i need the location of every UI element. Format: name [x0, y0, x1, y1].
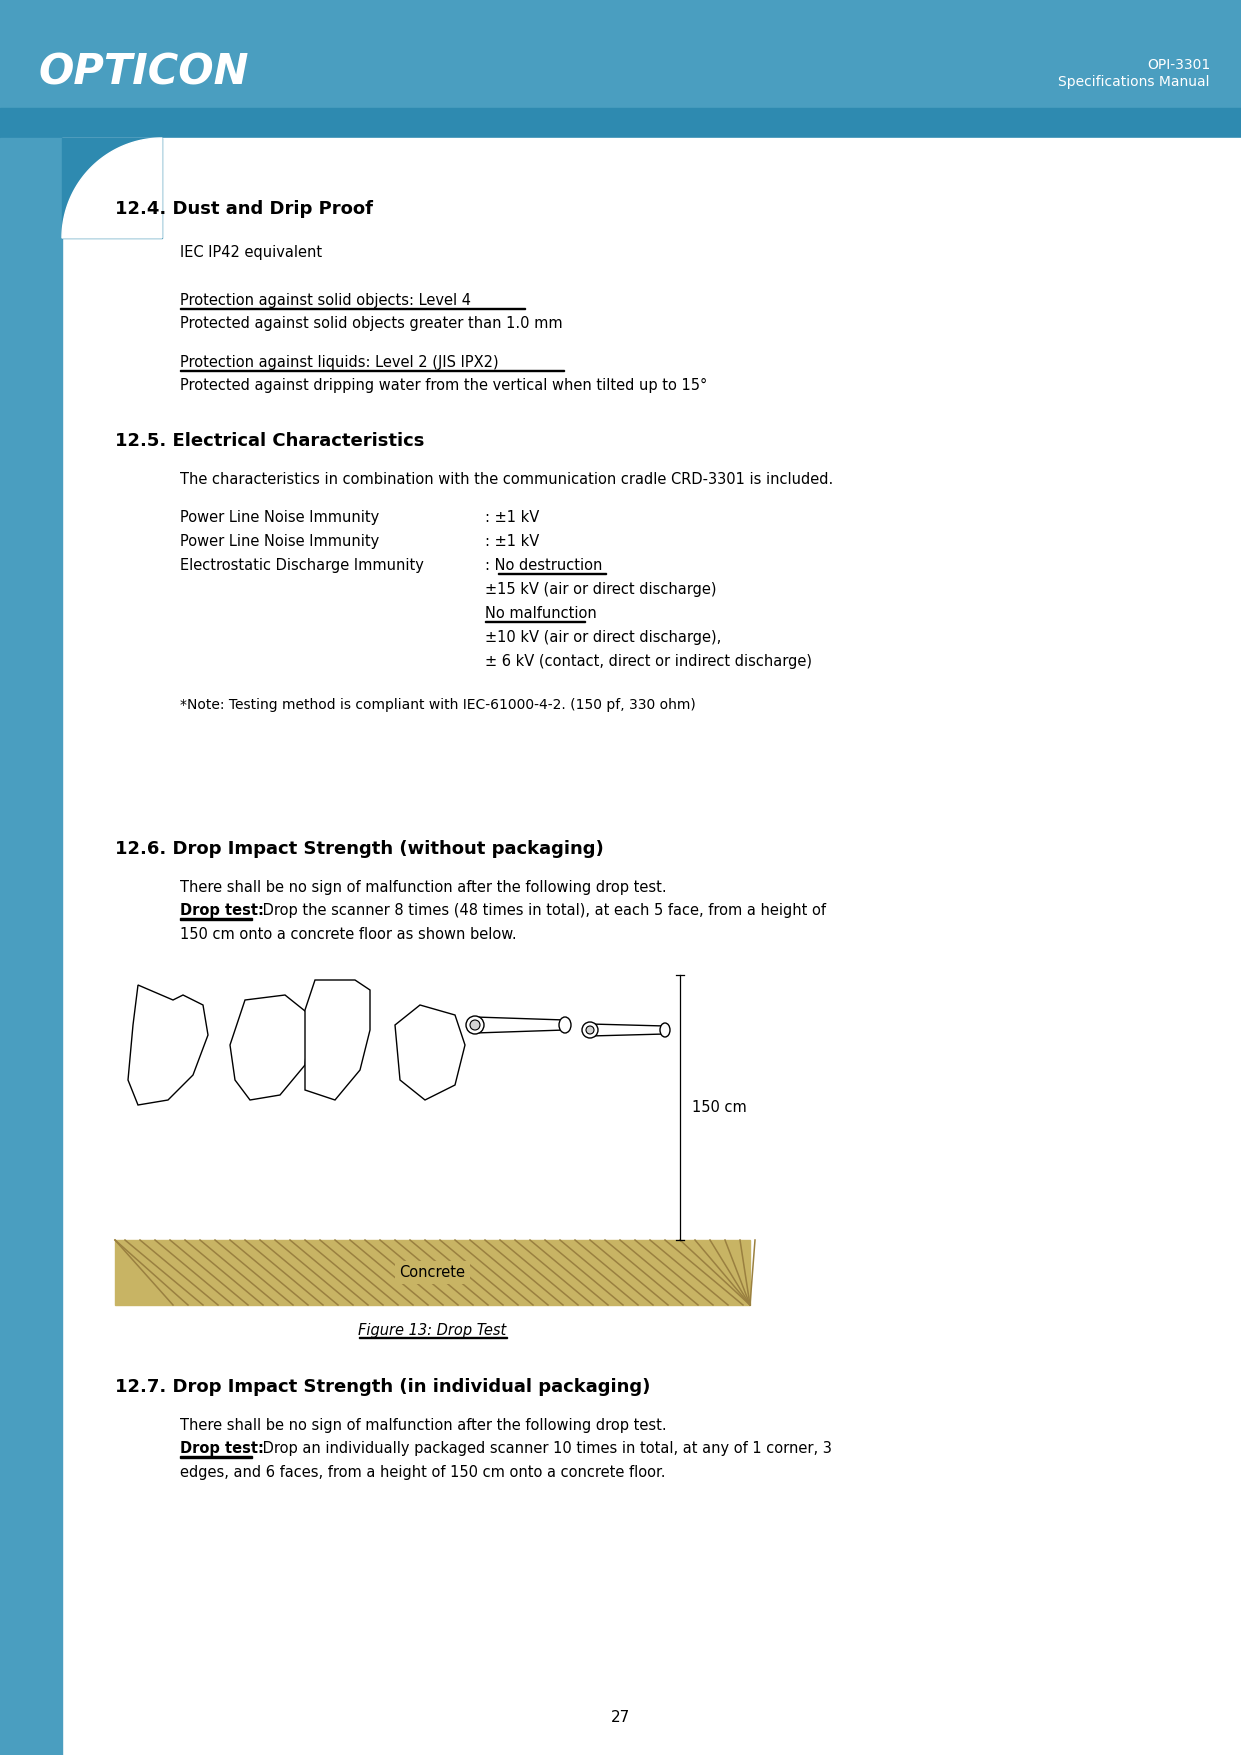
Text: Power Line Noise Immunity: Power Line Noise Immunity	[180, 511, 380, 525]
Polygon shape	[230, 995, 310, 1100]
Polygon shape	[128, 985, 208, 1106]
Polygon shape	[305, 979, 370, 1100]
Text: Power Line Noise Immunity: Power Line Noise Immunity	[180, 534, 380, 549]
Text: 12.6. Drop Impact Strength (without packaging): 12.6. Drop Impact Strength (without pack…	[115, 841, 604, 858]
Text: There shall be no sign of malfunction after the following drop test.: There shall be no sign of malfunction af…	[180, 879, 666, 895]
Text: OPI-3301: OPI-3301	[1147, 58, 1210, 72]
Text: Drop the scanner 8 times (48 times in total), at each 5 face, from a height of: Drop the scanner 8 times (48 times in to…	[258, 904, 827, 918]
Text: 150 cm onto a concrete floor as shown below.: 150 cm onto a concrete floor as shown be…	[180, 927, 516, 942]
Polygon shape	[395, 1006, 465, 1100]
Ellipse shape	[467, 1016, 484, 1034]
Text: 12.5. Electrical Characteristics: 12.5. Electrical Characteristics	[115, 432, 424, 449]
Text: Concrete: Concrete	[400, 1265, 465, 1279]
Polygon shape	[475, 1016, 565, 1034]
Ellipse shape	[558, 1016, 571, 1034]
Text: edges, and 6 faces, from a height of 150 cm onto a concrete floor.: edges, and 6 faces, from a height of 150…	[180, 1465, 665, 1479]
Text: 150 cm: 150 cm	[692, 1100, 747, 1114]
Text: ± 6 kV (contact, direct or indirect discharge): ± 6 kV (contact, direct or indirect disc…	[485, 655, 812, 669]
Text: Protection against solid objects: Level 4: Protection against solid objects: Level …	[180, 293, 472, 307]
Ellipse shape	[470, 1020, 480, 1030]
Text: OPTICON: OPTICON	[38, 51, 248, 93]
Polygon shape	[589, 1023, 665, 1035]
Text: Electrostatic Discharge Immunity: Electrostatic Discharge Immunity	[180, 558, 424, 572]
Text: 12.7. Drop Impact Strength (in individual packaging): 12.7. Drop Impact Strength (in individua…	[115, 1378, 650, 1395]
Text: Drop test:: Drop test:	[180, 1441, 264, 1457]
Ellipse shape	[660, 1023, 670, 1037]
Bar	[0, 139, 62, 1755]
Text: ±10 kV (air or direct discharge),: ±10 kV (air or direct discharge),	[485, 630, 721, 646]
Text: No malfunction: No malfunction	[485, 605, 597, 621]
Text: 12.4. Dust and Drip Proof: 12.4. Dust and Drip Proof	[115, 200, 374, 218]
Text: Drop an individually packaged scanner 10 times in total, at any of 1 corner, 3: Drop an individually packaged scanner 10…	[258, 1441, 831, 1457]
Bar	[115, 1241, 750, 1306]
Text: Figure 13: Drop Test: Figure 13: Drop Test	[359, 1323, 506, 1337]
Text: : No destruction: : No destruction	[485, 558, 602, 572]
Text: Protection against liquids: Level 2 (JIS IPX2): Protection against liquids: Level 2 (JIS…	[180, 355, 499, 370]
Text: : ±1 kV: : ±1 kV	[485, 534, 540, 549]
Ellipse shape	[586, 1027, 594, 1034]
Ellipse shape	[582, 1021, 598, 1037]
Bar	[0, 109, 1241, 139]
Text: The characteristics in combination with the communication cradle CRD-3301 is inc: The characteristics in combination with …	[180, 472, 833, 486]
Text: 27: 27	[611, 1709, 630, 1725]
Text: Specifications Manual: Specifications Manual	[1059, 75, 1210, 90]
Bar	[62, 139, 163, 239]
Text: : ±1 kV: : ±1 kV	[485, 511, 540, 525]
Polygon shape	[62, 139, 163, 239]
Text: Drop test:: Drop test:	[180, 904, 264, 918]
Text: Protected against solid objects greater than 1.0 mm: Protected against solid objects greater …	[180, 316, 562, 332]
Text: Protected against dripping water from the vertical when tilted up to 15°: Protected against dripping water from th…	[180, 377, 707, 393]
Text: There shall be no sign of malfunction after the following drop test.: There shall be no sign of malfunction af…	[180, 1418, 666, 1434]
Text: IEC IP42 equivalent: IEC IP42 equivalent	[180, 246, 323, 260]
Text: *Note: Testing method is compliant with IEC-61000-4-2. (150 pf, 330 ohm): *Note: Testing method is compliant with …	[180, 698, 696, 713]
Text: ±15 kV (air or direct discharge): ±15 kV (air or direct discharge)	[485, 583, 716, 597]
